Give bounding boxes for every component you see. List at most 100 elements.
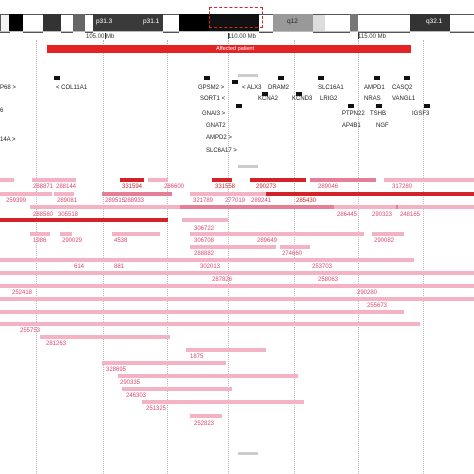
gene-label[interactable]: AMPD2 > bbox=[206, 135, 232, 141]
cnv-label[interactable]: 255673 bbox=[367, 303, 388, 309]
cnv-label[interactable]: 259399 bbox=[6, 198, 27, 204]
cnv-bar[interactable] bbox=[186, 348, 266, 352]
cnv-bar[interactable] bbox=[366, 205, 396, 209]
cnv-bar[interactable] bbox=[32, 178, 62, 182]
gene-label[interactable]: KCND3 bbox=[292, 96, 313, 102]
cnv-bar[interactable] bbox=[196, 258, 244, 262]
gene-box[interactable] bbox=[376, 104, 382, 108]
cnv-bar[interactable] bbox=[54, 192, 74, 196]
cnv-bar[interactable] bbox=[310, 178, 376, 182]
cnv-bar[interactable] bbox=[248, 192, 276, 196]
cnv-label[interactable]: 286600 bbox=[164, 184, 185, 190]
cnv-bar[interactable] bbox=[40, 335, 170, 339]
gene-label[interactable]: CASQ2 bbox=[392, 85, 413, 91]
cnv-label[interactable]: 289081 bbox=[57, 198, 78, 204]
cnv-label[interactable]: 331594 bbox=[122, 184, 143, 190]
gene-label[interactable]: AP4B1 bbox=[342, 123, 361, 129]
gene-label[interactable]: SLC6A17 > bbox=[206, 148, 237, 154]
gene-label[interactable]: NRAS bbox=[364, 96, 381, 102]
gene-label[interactable]: AMPD1 bbox=[364, 85, 385, 91]
cnv-label[interactable]: 290273 bbox=[256, 184, 277, 190]
cnv-label[interactable]: 248165 bbox=[400, 212, 421, 218]
cnv-label[interactable]: 290335 bbox=[120, 380, 141, 386]
cnv-bar[interactable] bbox=[180, 205, 474, 209]
cnv-bar[interactable] bbox=[310, 258, 414, 262]
gene-box[interactable] bbox=[236, 104, 242, 108]
gene-label[interactable]: PTPN22 bbox=[342, 111, 365, 117]
cnv-bar[interactable] bbox=[122, 387, 232, 391]
cnv-bar[interactable] bbox=[334, 205, 370, 209]
cnv-bar[interactable] bbox=[354, 284, 474, 288]
gene-label[interactable]: DRAM2 bbox=[268, 85, 290, 91]
cnv-label[interactable]: 288871 bbox=[33, 184, 54, 190]
cnv-label[interactable]: 289649 bbox=[257, 238, 278, 244]
cnv-bar[interactable] bbox=[30, 232, 50, 236]
cnv-label[interactable]: 274660 bbox=[282, 251, 303, 257]
cnv-bar[interactable] bbox=[266, 192, 474, 196]
gene-box[interactable] bbox=[318, 76, 324, 80]
cnv-bar[interactable] bbox=[0, 218, 168, 222]
affected-patient-bar[interactable] bbox=[47, 45, 411, 53]
cnv-bar[interactable] bbox=[190, 414, 222, 418]
scroll-handle[interactable] bbox=[238, 74, 258, 77]
cnv-bar[interactable] bbox=[60, 232, 72, 236]
gene-box[interactable] bbox=[348, 104, 354, 108]
gene-label[interactable]: IGSF3 bbox=[412, 111, 430, 117]
gene-label[interactable]: < COL11A1 bbox=[56, 85, 88, 91]
cnv-label[interactable]: 290323 bbox=[372, 212, 393, 218]
cnv-label[interactable]: 331558 bbox=[215, 184, 236, 190]
cnv-label[interactable]: 281263 bbox=[46, 341, 67, 347]
cnv-bar[interactable] bbox=[254, 232, 364, 236]
cnv-bar[interactable] bbox=[148, 178, 168, 182]
cnv-bar[interactable] bbox=[102, 361, 226, 365]
cnv-label[interactable]: 289515 bbox=[105, 198, 126, 204]
gene-box[interactable] bbox=[232, 80, 238, 84]
cnv-label[interactable]: 277019 bbox=[225, 198, 246, 204]
cnv-label[interactable]: 288560 bbox=[33, 212, 54, 218]
cnv-label[interactable]: 252823 bbox=[194, 421, 215, 427]
cnv-label[interactable]: 285430 bbox=[296, 198, 317, 204]
cnv-bar[interactable] bbox=[398, 205, 474, 209]
gene-label[interactable]: 6 bbox=[0, 108, 4, 114]
cnv-bar[interactable] bbox=[182, 218, 228, 222]
cnv-label[interactable]: 252418 bbox=[12, 290, 33, 296]
cnv-label[interactable]: 317280 bbox=[392, 184, 413, 190]
gene-label[interactable]: TSHB bbox=[370, 111, 387, 117]
gene-label[interactable]: GPSM2 > bbox=[198, 85, 225, 91]
cnv-bar[interactable] bbox=[384, 178, 474, 182]
ideogram-selection-box[interactable] bbox=[209, 7, 263, 28]
cnv-bar[interactable] bbox=[210, 271, 300, 275]
scroll-handle[interactable] bbox=[238, 165, 258, 168]
scroll-handle[interactable] bbox=[238, 452, 258, 455]
cnv-label[interactable]: 1986 bbox=[33, 238, 47, 244]
cnv-bar[interactable] bbox=[102, 192, 172, 196]
cnv-bar[interactable] bbox=[190, 245, 276, 249]
cnv-label[interactable]: 253703 bbox=[312, 264, 333, 270]
cnv-label[interactable]: 305518 bbox=[58, 212, 79, 218]
cnv-label[interactable]: 246303 bbox=[126, 393, 147, 399]
cnv-label[interactable]: 289241 bbox=[251, 198, 272, 204]
cnv-bar[interactable] bbox=[0, 310, 404, 314]
cnv-label[interactable]: 302013 bbox=[200, 264, 221, 270]
cnv-label[interactable]: 4538 bbox=[114, 238, 128, 244]
cnv-bar[interactable] bbox=[316, 271, 366, 275]
gene-box[interactable] bbox=[404, 76, 410, 80]
gene-label[interactable]: GNAI3 > bbox=[202, 111, 226, 117]
cnv-label[interactable]: 1875 bbox=[190, 354, 204, 360]
gene-box[interactable] bbox=[296, 92, 302, 96]
cnv-bar[interactable] bbox=[0, 178, 14, 182]
cnv-bar[interactable] bbox=[120, 178, 144, 182]
cnv-label[interactable]: 290029 bbox=[62, 238, 83, 244]
gene-label[interactable]: NGF bbox=[376, 123, 389, 129]
gene-label[interactable]: GNAT2 bbox=[206, 123, 226, 129]
cnv-bar[interactable] bbox=[212, 178, 232, 182]
cnv-bar[interactable] bbox=[0, 192, 52, 196]
cnv-bar[interactable] bbox=[364, 297, 474, 301]
cnv-bar[interactable] bbox=[372, 232, 404, 236]
cnv-bar[interactable] bbox=[280, 245, 310, 249]
cnv-label[interactable]: 289046 bbox=[318, 184, 339, 190]
cnv-label[interactable]: 321789 bbox=[193, 198, 214, 204]
cnv-bar[interactable] bbox=[250, 178, 306, 182]
